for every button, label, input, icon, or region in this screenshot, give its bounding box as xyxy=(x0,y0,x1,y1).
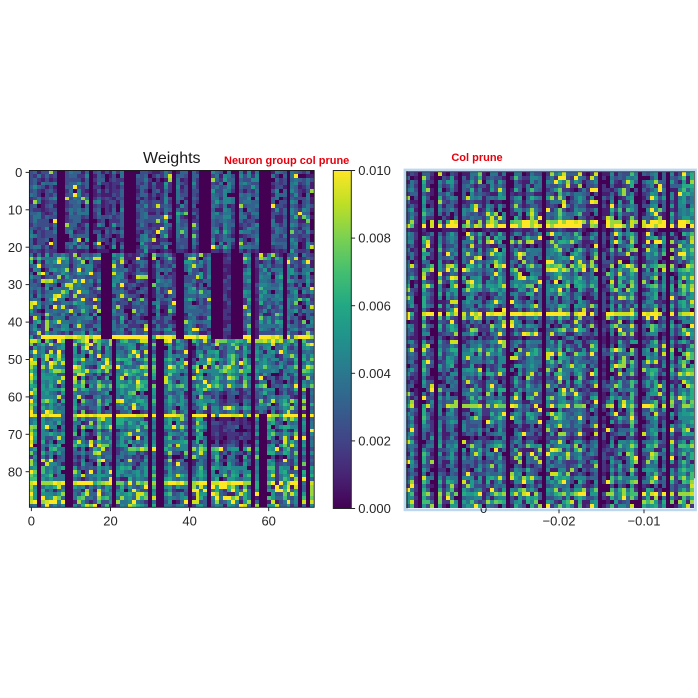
svg-text:Weights: Weights xyxy=(143,150,201,167)
svg-text:−0.01: −0.01 xyxy=(628,514,661,529)
svg-text:0.010: 0.010 xyxy=(358,163,391,178)
svg-text:Neuron group col prune: Neuron group col prune xyxy=(224,155,349,167)
svg-text:80: 80 xyxy=(8,464,22,479)
svg-text:60: 60 xyxy=(8,390,22,405)
svg-text:10: 10 xyxy=(8,202,22,217)
svg-text:0.002: 0.002 xyxy=(358,434,391,449)
svg-text:0.006: 0.006 xyxy=(358,298,391,313)
svg-text:−0.02: −0.02 xyxy=(543,514,576,529)
svg-text:0: 0 xyxy=(15,165,22,180)
svg-text:0.008: 0.008 xyxy=(358,231,391,246)
svg-text:0: 0 xyxy=(28,513,35,528)
svg-text:0: 0 xyxy=(480,501,487,516)
svg-text:40: 40 xyxy=(182,513,196,528)
svg-text:30: 30 xyxy=(8,277,22,292)
svg-text:Col prune: Col prune xyxy=(451,152,502,164)
svg-text:20: 20 xyxy=(8,240,22,255)
svg-text:70: 70 xyxy=(8,427,22,442)
svg-text:0.004: 0.004 xyxy=(358,366,391,381)
svg-text:20: 20 xyxy=(103,513,117,528)
svg-text:60: 60 xyxy=(261,513,275,528)
svg-text:50: 50 xyxy=(8,352,22,367)
svg-text:40: 40 xyxy=(8,315,22,330)
svg-text:0.000: 0.000 xyxy=(358,501,391,516)
